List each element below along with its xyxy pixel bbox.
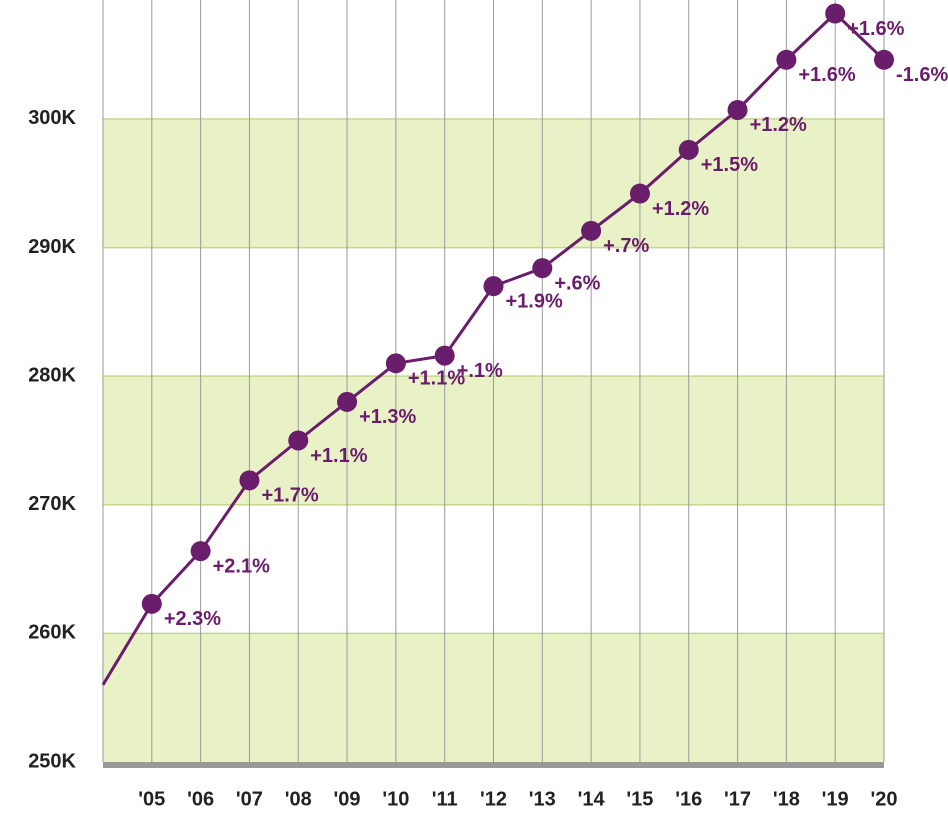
- x-tick-label: '13: [529, 788, 556, 810]
- point: [776, 49, 797, 70]
- change-label: +.1%: [457, 360, 503, 382]
- x-tick-label: '07: [236, 788, 263, 810]
- y-tick-label: 290K: [28, 236, 76, 258]
- point: [825, 3, 846, 24]
- x-tick-label: '15: [626, 788, 653, 810]
- point: [581, 220, 602, 241]
- x-tick-label: '11: [432, 788, 458, 810]
- change-label: +1.1%: [310, 445, 367, 467]
- change-label: +1.6%: [847, 18, 904, 40]
- x-tick-label: '19: [822, 788, 849, 810]
- x-tick-label: '10: [382, 788, 409, 810]
- y-tick-label: 270K: [28, 493, 76, 515]
- point: [483, 276, 504, 297]
- x-tick-label: '18: [773, 788, 800, 810]
- point: [532, 258, 553, 279]
- change-label: +1.5%: [701, 154, 758, 176]
- change-label: +1.2%: [750, 114, 807, 136]
- x-tick-label: '09: [334, 788, 361, 810]
- point: [288, 430, 309, 451]
- point: [337, 391, 358, 412]
- x-tick-label: '17: [724, 788, 751, 810]
- y-tick-label: 250K: [28, 750, 76, 772]
- point: [678, 139, 699, 160]
- change-label: +1.9%: [506, 290, 563, 312]
- x-axis: [103, 762, 884, 768]
- change-label: +1.3%: [359, 406, 416, 428]
- change-label: +1.6%: [798, 64, 855, 86]
- x-tick-label: '16: [675, 788, 702, 810]
- point: [190, 541, 211, 562]
- change-label: +1.1%: [408, 368, 465, 390]
- x-tick-label: '12: [480, 788, 507, 810]
- point: [727, 99, 748, 120]
- change-label: +1.7%: [261, 485, 318, 507]
- point: [239, 470, 260, 491]
- change-label: +.7%: [603, 235, 649, 257]
- y-tick-label: 260K: [28, 622, 76, 644]
- point: [385, 353, 406, 374]
- point: [141, 593, 162, 614]
- change-label: +.6%: [554, 272, 600, 294]
- x-tick-label: '05: [138, 788, 165, 810]
- y-tick-label: 280K: [28, 364, 76, 386]
- x-tick-label: '20: [870, 788, 897, 810]
- change-label: -1.6%: [896, 64, 948, 86]
- change-label: +1.2%: [652, 198, 709, 220]
- x-tick-label: '08: [285, 788, 312, 810]
- change-label: +2.1%: [213, 555, 270, 577]
- point: [434, 345, 455, 366]
- point: [629, 183, 650, 204]
- point: [874, 49, 894, 70]
- y-tick-label: 300K: [28, 107, 76, 129]
- change-label: +2.3%: [164, 608, 221, 630]
- x-tick-label: '14: [578, 788, 606, 810]
- x-tick-label: '06: [187, 788, 214, 810]
